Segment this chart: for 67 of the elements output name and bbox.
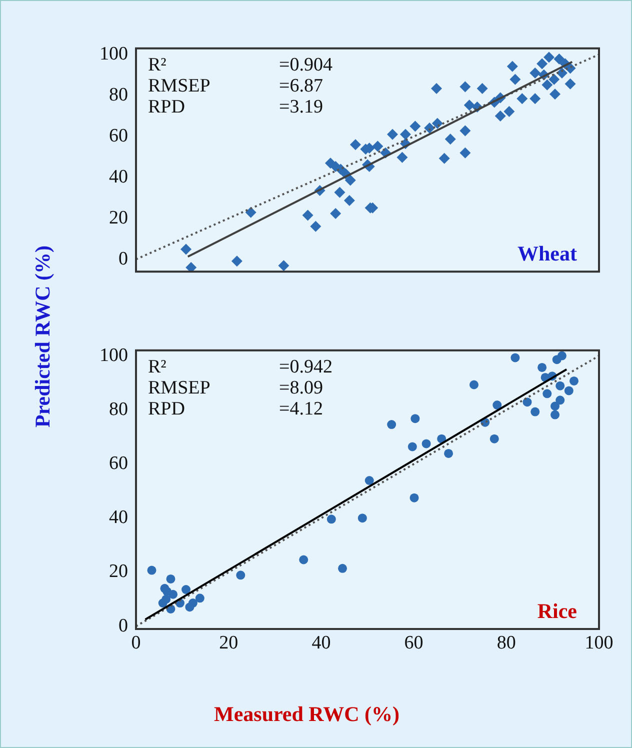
y-tick-label: 40 xyxy=(109,166,128,188)
annotation: =4.12 xyxy=(279,398,323,420)
text: Wheat xyxy=(518,242,577,266)
point xyxy=(550,410,560,420)
x-axis-title: Measured RWC (%) xyxy=(214,702,400,727)
text: Rice xyxy=(537,598,577,623)
x-tick-label: 40 xyxy=(312,632,331,654)
annotation: RMSEP xyxy=(148,75,210,96)
point xyxy=(338,564,347,573)
point xyxy=(556,396,565,405)
point xyxy=(387,420,396,430)
y-tick-label: 80 xyxy=(109,84,128,106)
annotation: RPD xyxy=(148,398,185,420)
point xyxy=(422,439,431,448)
annotation: R² xyxy=(148,54,167,76)
point xyxy=(185,602,194,612)
annotation: =6.87 xyxy=(279,75,323,96)
point xyxy=(326,514,336,524)
point xyxy=(522,398,532,407)
point xyxy=(364,476,374,486)
y-axis-title: Predicted RWC (%) xyxy=(30,245,56,427)
y-tick-label: 20 xyxy=(109,207,128,228)
annotation: R² xyxy=(148,356,167,378)
x-tick-label: 100 xyxy=(584,632,614,654)
point xyxy=(408,442,417,452)
point xyxy=(410,493,419,502)
x-tick-label: 60 xyxy=(404,632,424,654)
y-tick-label: 60 xyxy=(109,125,128,146)
point xyxy=(358,514,367,523)
x-tick-label: 80 xyxy=(496,632,516,654)
point xyxy=(182,585,191,594)
annotation: =0.942 xyxy=(279,356,332,378)
point xyxy=(570,376,578,386)
point xyxy=(564,386,574,396)
y-tick-label: 60 xyxy=(109,452,128,474)
y-tick-label: 100 xyxy=(100,344,128,366)
point xyxy=(550,402,560,411)
point xyxy=(538,362,547,372)
point xyxy=(557,351,566,360)
annotation: =0.904 xyxy=(279,54,333,76)
y-tick-label: 40 xyxy=(109,507,128,528)
point xyxy=(236,570,246,580)
y-tick-label: 0 xyxy=(118,615,128,636)
y-tick-label: 20 xyxy=(109,561,128,582)
point xyxy=(556,381,565,390)
y-tick-label: 0 xyxy=(118,248,128,270)
annotation: =3.19 xyxy=(279,96,323,118)
point xyxy=(147,566,156,575)
x-tick-label: 20 xyxy=(219,632,238,654)
y-tick-label: 100 xyxy=(100,44,128,65)
annotation: =8.09 xyxy=(279,377,323,398)
point xyxy=(492,400,502,410)
point xyxy=(410,414,420,424)
point xyxy=(166,574,176,584)
point xyxy=(530,407,540,416)
point xyxy=(469,380,478,390)
point xyxy=(195,594,204,603)
point xyxy=(299,555,308,564)
point xyxy=(162,594,171,604)
point xyxy=(510,353,520,362)
point xyxy=(168,590,178,599)
annotation: RMSEP xyxy=(148,377,210,398)
point xyxy=(444,448,454,458)
point xyxy=(542,389,552,398)
y-tick-label: 80 xyxy=(109,398,128,420)
point xyxy=(490,434,499,444)
annotation: RPD xyxy=(148,96,185,118)
